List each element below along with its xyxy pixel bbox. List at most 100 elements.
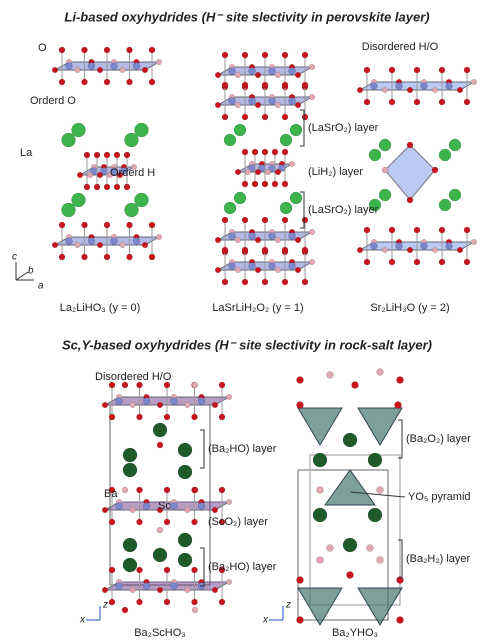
axis-label: z — [102, 600, 108, 611]
atom — [446, 243, 453, 250]
atom — [235, 169, 241, 175]
atom — [75, 67, 81, 73]
atom — [309, 94, 315, 100]
atom — [309, 259, 315, 265]
atom — [198, 503, 205, 510]
atom — [439, 227, 445, 233]
atom — [215, 72, 221, 78]
atom — [389, 227, 395, 233]
atom — [157, 527, 163, 533]
axis-label: x — [262, 615, 269, 626]
atom — [72, 193, 86, 207]
atom — [439, 259, 445, 265]
atom — [224, 202, 236, 214]
atom — [137, 487, 143, 493]
atom — [414, 67, 420, 73]
atom — [242, 279, 248, 285]
atom — [282, 279, 288, 285]
atom — [109, 567, 115, 573]
atom — [219, 382, 225, 388]
atom — [226, 579, 232, 585]
atom — [59, 254, 65, 260]
atom — [327, 545, 334, 552]
atom — [153, 423, 167, 437]
atom — [282, 114, 288, 120]
caption: Ba₂ScHO₃ — [134, 627, 186, 639]
atom — [457, 87, 463, 93]
atom — [382, 167, 388, 173]
atom — [389, 259, 395, 265]
atom — [309, 64, 315, 70]
atom — [471, 239, 477, 245]
atom — [133, 63, 140, 70]
atom — [439, 149, 451, 161]
atom — [157, 402, 163, 408]
atom — [135, 123, 149, 137]
atom — [367, 545, 374, 552]
atom — [120, 67, 126, 73]
atom — [122, 607, 128, 613]
atom — [290, 192, 302, 204]
atom — [275, 72, 281, 78]
atom — [309, 229, 315, 235]
atom — [327, 372, 334, 379]
label: Sc — [158, 500, 171, 512]
atom — [215, 102, 221, 108]
atom — [414, 99, 420, 105]
atom — [282, 52, 288, 58]
atom — [377, 369, 384, 376]
atom — [153, 548, 167, 562]
atom — [275, 102, 281, 108]
atom — [407, 197, 413, 203]
atom — [164, 599, 170, 605]
atom — [255, 237, 261, 243]
atom — [137, 567, 143, 573]
atom — [255, 169, 261, 175]
atom — [149, 254, 155, 260]
atom — [262, 82, 268, 88]
atom — [368, 453, 382, 467]
atom — [471, 79, 477, 85]
atom — [122, 487, 128, 493]
atom — [192, 519, 198, 525]
atom — [192, 607, 198, 613]
atom — [135, 193, 149, 207]
atom — [222, 52, 228, 58]
atom — [87, 172, 93, 178]
atom — [130, 587, 136, 593]
atom — [382, 87, 388, 93]
atom — [464, 99, 470, 105]
caption: Sr₂LiH₃O (y = 2) — [370, 302, 449, 314]
atom — [262, 217, 268, 223]
caption: LaSrLiH₂O₂ (y = 1) — [212, 302, 303, 314]
atom — [396, 83, 403, 90]
atom — [269, 68, 276, 75]
atom — [114, 184, 120, 190]
atom — [72, 123, 86, 137]
atom — [269, 263, 276, 270]
atom — [449, 189, 461, 201]
atom — [171, 398, 178, 405]
atom — [255, 72, 261, 78]
atom — [432, 167, 438, 173]
atom — [295, 72, 301, 78]
atom — [377, 557, 384, 564]
atom — [407, 87, 413, 93]
atom — [171, 503, 178, 510]
atom — [164, 414, 170, 420]
atom — [178, 465, 192, 479]
atom — [123, 558, 137, 572]
atom — [242, 217, 248, 223]
atom — [94, 152, 100, 158]
atom — [104, 222, 110, 228]
atom — [295, 267, 301, 273]
atom — [229, 263, 236, 270]
atom — [262, 247, 268, 253]
atom — [52, 242, 58, 248]
atom — [397, 377, 404, 384]
atom — [364, 99, 370, 105]
atom — [212, 402, 218, 408]
caption: La₂LiHO₃ (y = 0) — [60, 302, 141, 314]
atom — [234, 192, 246, 204]
atom — [235, 237, 241, 243]
